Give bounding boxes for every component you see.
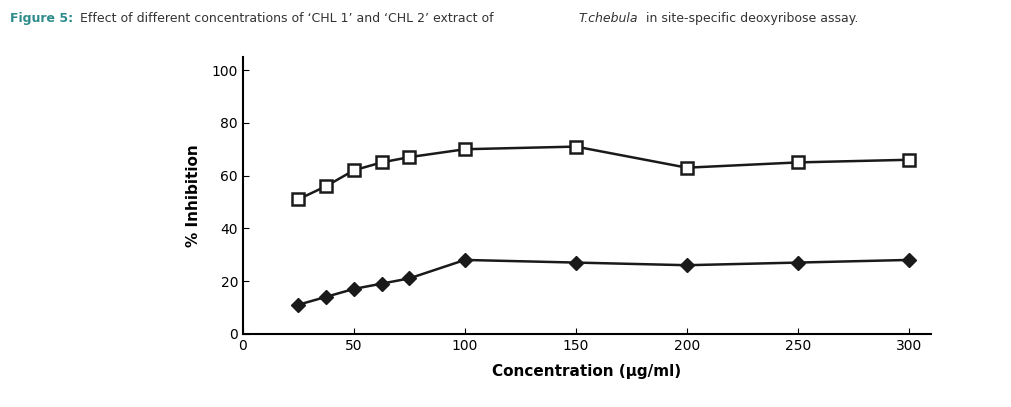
X-axis label: Concentration (μg/ml): Concentration (μg/ml) [492,364,680,379]
Text: Figure 5:: Figure 5: [10,12,73,25]
Text: in site-specific deoxyribose assay.: in site-specific deoxyribose assay. [641,12,857,25]
Text: Effect of different concentrations of ‘CHL 1’ and ‘CHL 2’ extract of: Effect of different concentrations of ‘C… [76,12,497,25]
Text: T.chebula: T.chebula [578,12,638,25]
Y-axis label: % Inhibition: % Inhibition [185,144,200,247]
